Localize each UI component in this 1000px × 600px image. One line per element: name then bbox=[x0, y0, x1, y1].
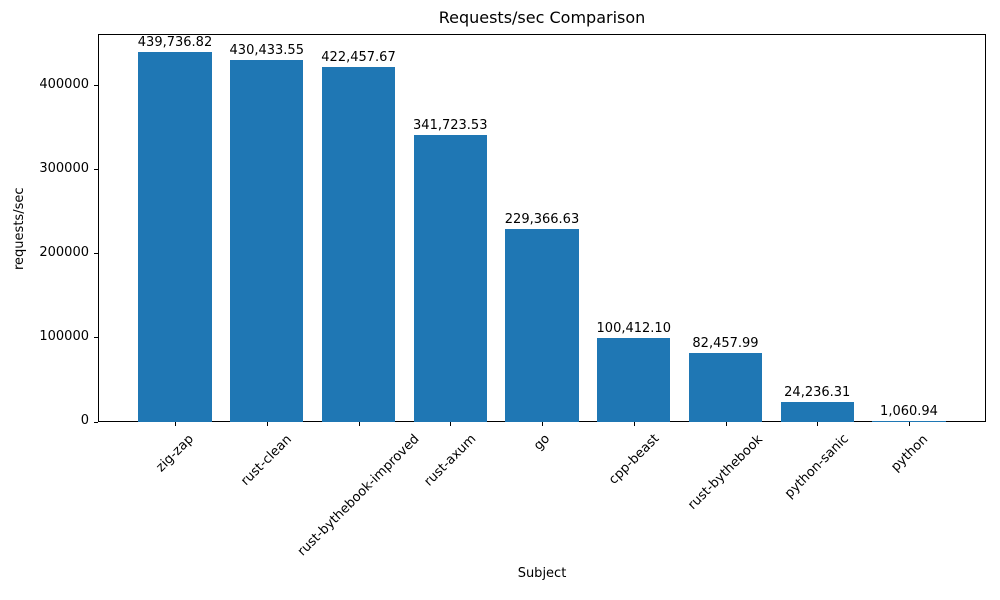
x-tick-label-zig-zap: zig-zap bbox=[153, 431, 197, 476]
x-tick-mark bbox=[725, 422, 727, 426]
bar-rust-axum bbox=[413, 134, 487, 422]
bar-value-label: 422,457.67 bbox=[321, 49, 396, 65]
bar-value-label: 341,723.53 bbox=[413, 117, 488, 133]
y-tick-mark bbox=[94, 253, 98, 255]
x-tick-label-rust-clean: rust-clean bbox=[238, 431, 296, 489]
y-tick-mark bbox=[94, 169, 98, 171]
bar-value-label: 82,457.99 bbox=[692, 335, 759, 351]
x-tick-mark bbox=[817, 422, 819, 426]
bar-python bbox=[872, 421, 946, 423]
x-tick-label-rust-axum: rust-axum bbox=[421, 431, 480, 490]
bar-rust-bythebook bbox=[688, 352, 763, 422]
x-tick-label-rust-bythebook-improved: rust-bythebook-improved bbox=[294, 431, 423, 560]
y-tick-label: 200000 bbox=[39, 244, 89, 260]
bar-value-label: 430,433.55 bbox=[229, 43, 304, 59]
y-tick-label: 400000 bbox=[39, 76, 89, 92]
y-tick-mark bbox=[94, 337, 98, 339]
bar-cpp-beast bbox=[597, 337, 671, 422]
x-tick-label-rust-bythebook: rust-bythebook bbox=[685, 431, 766, 513]
x-tick-mark bbox=[358, 422, 360, 426]
bar-go bbox=[505, 229, 579, 422]
bar-value-label: 24,236.31 bbox=[784, 384, 851, 400]
bar-rust-clean bbox=[230, 60, 304, 422]
chart-title: Requests/sec Comparison bbox=[438, 8, 646, 27]
x-tick-mark bbox=[633, 422, 635, 426]
x-tick-mark bbox=[450, 422, 452, 426]
bar-zig-zap bbox=[138, 52, 212, 422]
x-axis-label: Subject bbox=[517, 566, 567, 581]
bar-value-label: 229,366.63 bbox=[504, 212, 580, 228]
x-tick-mark bbox=[266, 422, 268, 426]
y-tick-label: 100000 bbox=[39, 328, 89, 344]
y-tick-mark bbox=[94, 421, 98, 423]
y-tick-mark bbox=[94, 85, 98, 87]
bar-value-label: 439,736.82 bbox=[137, 35, 213, 51]
x-tick-mark bbox=[175, 422, 176, 426]
bar-python-sanic bbox=[780, 401, 854, 422]
y-tick-label: 300000 bbox=[39, 160, 89, 176]
x-tick-mark bbox=[542, 422, 543, 426]
y-tick-label: 0 bbox=[80, 413, 89, 428]
bar-rust-bythebook-improved bbox=[321, 66, 396, 422]
x-tick-mark bbox=[909, 422, 910, 426]
x-tick-label-python-sanic: python-sanic bbox=[782, 431, 853, 502]
x-tick-label-python: python bbox=[887, 431, 931, 475]
bar-value-label: 1,060.94 bbox=[880, 404, 938, 420]
x-tick-label-go: go bbox=[531, 431, 554, 454]
bar-value-label: 100,412.10 bbox=[596, 320, 671, 336]
x-tick-label-cpp-beast: cpp-beast bbox=[605, 431, 663, 488]
